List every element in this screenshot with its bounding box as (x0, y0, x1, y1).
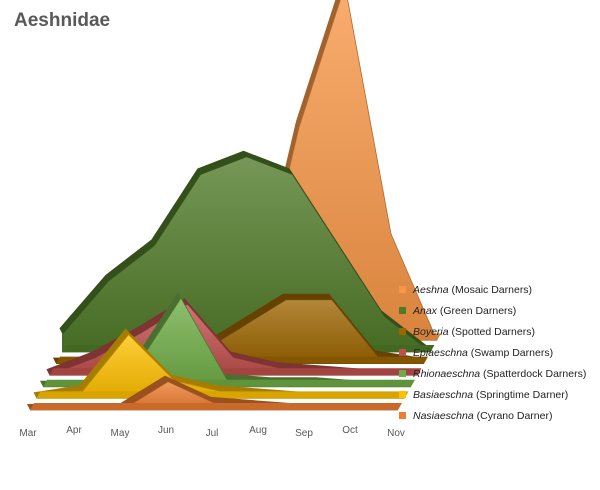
x-tick-label: Mar (19, 428, 37, 439)
legend-label: Nasiaeschna (Cyrano Darner) (413, 410, 552, 422)
legend-swatch (399, 412, 406, 419)
x-tick-label: Aug (249, 425, 267, 436)
legend-label: Anax (Green Darners) (412, 305, 516, 317)
legend-label: Rhionaeschna (Spatterdock Darners) (413, 368, 586, 380)
series-nasiaeschna (27, 375, 402, 411)
series-floor-strip (36, 391, 409, 399)
series-floor-strip (30, 403, 402, 410)
legend-label: Basiaeschna (Springtime Darner) (413, 389, 568, 401)
x-axis: Mar Apr May Jun Jul Aug Sep Oct Nov (19, 425, 405, 439)
legend-item-epiaeschna: Epiaeschna (Swamp Darners) (399, 347, 553, 359)
x-tick-label: Oct (342, 425, 358, 436)
legend-swatch (399, 391, 406, 398)
legend-item-nasiaeschna: Nasiaeschna (Cyrano Darner) (399, 410, 552, 422)
series-layer (27, 0, 441, 411)
legend-swatch (399, 370, 406, 377)
x-tick-label: Nov (387, 428, 405, 439)
legend-swatch (399, 286, 406, 293)
legend-swatch (399, 349, 406, 356)
chart-title: Aeshnidae (14, 10, 111, 31)
legend-label: Boyeria (Spotted Darners) (413, 326, 535, 338)
legend-item-aeshna: Aeshna (Mosaic Darners) (399, 284, 532, 296)
series-basiaeschna (33, 328, 409, 399)
x-tick-label: Sep (295, 428, 313, 439)
x-tick-label: Jun (158, 425, 174, 436)
x-tick-label: Apr (66, 425, 82, 436)
legend: Aeshna (Mosaic Darners) Anax (Green Darne… (399, 284, 586, 422)
legend-swatch (399, 307, 406, 314)
legend-item-boyeria: Boyeria (Spotted Darners) (399, 326, 535, 338)
x-tick-label: May (111, 428, 130, 439)
legend-item-rhionaeschna: Rhionaeschna (Spatterdock Darners) (399, 368, 586, 380)
legend-item-basiaeschna: Basiaeschna (Springtime Darner) (399, 389, 568, 401)
legend-label: Aeshna (Mosaic Darners) (412, 284, 532, 296)
legend-swatch (399, 328, 406, 335)
legend-label: Epiaeschna (Swamp Darners) (413, 347, 553, 359)
x-tick-label: Jul (206, 428, 219, 439)
legend-item-anax: Anax (Green Darners) (399, 305, 516, 317)
